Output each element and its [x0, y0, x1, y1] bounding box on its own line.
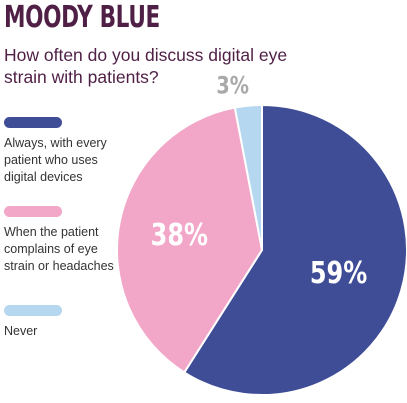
pie-slices	[116, 103, 407, 396]
pie-labels: 59% 38% 3%	[151, 73, 368, 291]
legend-label-always: Always, with every patient who uses digi…	[4, 136, 107, 184]
chart-question: How often do you discuss digital eye str…	[4, 45, 288, 87]
pie-label-complaints: 38%	[151, 219, 208, 253]
pie-label-never: 3%	[216, 73, 249, 101]
pie-slice-never	[233, 103, 263, 251]
legend-swatch-complaints	[4, 206, 62, 217]
legend-label-complaints: When the patient complains of eye strain…	[4, 225, 114, 273]
legend-swatch-never	[4, 305, 62, 316]
legend-item-never: Never	[4, 305, 129, 340]
brand-title: MOODY BLUE	[4, 0, 160, 35]
pie-label-always: 59%	[310, 257, 367, 291]
pie-slice-always	[182, 103, 407, 396]
legend-item-always: Always, with every patient who uses digi…	[4, 117, 129, 186]
legend-item-complaints: When the patient complains of eye strain…	[4, 206, 129, 275]
pie-slice-complaints	[116, 106, 264, 374]
legend-swatch-always	[4, 117, 62, 128]
legend-label-never: Never	[4, 324, 38, 338]
